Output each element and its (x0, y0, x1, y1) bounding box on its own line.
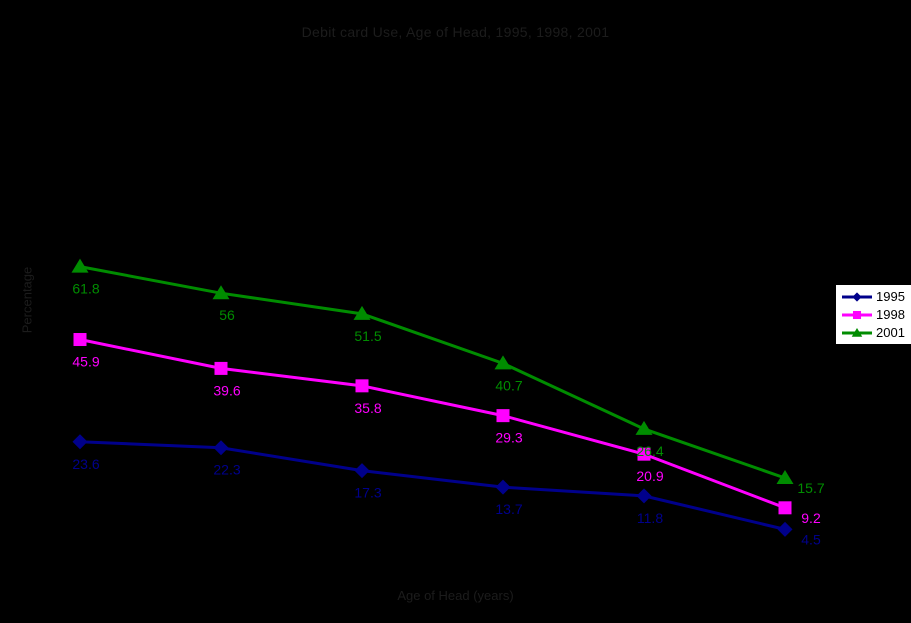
chart-title: Debit card Use, Age of Head, 1995, 1998,… (301, 24, 610, 40)
data-label: 39.6 (213, 382, 240, 398)
square-marker-icon (778, 501, 792, 515)
triangle-marker-icon (776, 470, 794, 485)
legend: 1995 1998 2001 (835, 284, 911, 345)
x-axis-label: Age of Head (years) (397, 588, 514, 603)
data-label: 61.8 (72, 281, 99, 297)
data-label: 23.6 (72, 456, 99, 472)
legend-triangle-swatch-icon (842, 327, 872, 337)
data-label: 35.8 (354, 400, 381, 416)
legend-item-2001: 2001 (841, 325, 905, 340)
data-label: 13.7 (495, 501, 522, 517)
diamond-marker-icon (354, 463, 370, 479)
legend-label: 1995 (876, 289, 905, 304)
data-label: 15.7 (797, 480, 824, 496)
legend-label: 2001 (876, 325, 905, 340)
data-label: 9.2 (801, 510, 821, 526)
diamond-marker-icon (852, 291, 862, 302)
diamond-marker-icon (636, 488, 652, 504)
legend-diamond-swatch-icon (842, 291, 872, 302)
data-label: 17.3 (354, 485, 381, 501)
data-label: 22.3 (213, 462, 240, 478)
legend-square-swatch-icon (842, 310, 872, 319)
triangle-marker-icon (353, 305, 371, 320)
data-label: 11.8 (637, 510, 663, 526)
square-marker-icon (214, 361, 228, 375)
triangle-marker-icon (212, 285, 230, 300)
series-line-1995 (79, 440, 786, 531)
legend-item-1995: 1995 (841, 289, 905, 304)
square-marker-icon (73, 333, 87, 347)
series-line-2001 (79, 265, 786, 480)
diamond-marker-icon (213, 440, 229, 456)
triangle-marker-icon (635, 420, 653, 435)
data-label: 45.9 (72, 354, 99, 370)
triangle-marker-icon (71, 258, 89, 273)
square-marker-icon (496, 409, 510, 423)
square-marker-icon (852, 310, 862, 319)
data-label: 29.3 (495, 430, 522, 446)
diamond-marker-icon (495, 479, 511, 495)
data-label: 26.4 (636, 443, 663, 459)
diamond-marker-icon (777, 521, 793, 537)
square-marker-icon (637, 447, 651, 461)
data-label: 4.5 (801, 531, 821, 547)
triangle-marker-icon (494, 355, 512, 370)
data-label: 20.9 (636, 468, 663, 484)
legend-item-1998: 1998 (841, 307, 905, 322)
legend-label: 1998 (876, 307, 905, 322)
data-label: 40.7 (495, 377, 522, 393)
square-marker-icon (355, 379, 369, 393)
series-line-1998 (79, 338, 786, 510)
triangle-marker-icon (851, 327, 863, 337)
data-label: 56 (219, 307, 235, 323)
data-label: 51.5 (354, 328, 381, 344)
diamond-marker-icon (72, 434, 88, 450)
